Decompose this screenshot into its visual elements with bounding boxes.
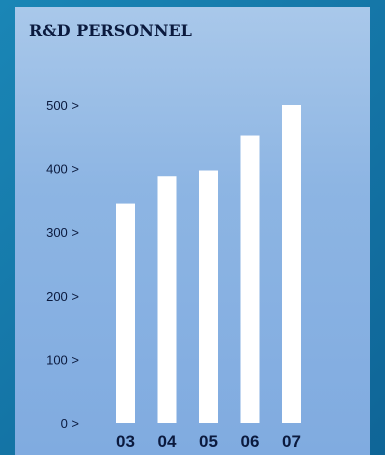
y-tick-label-500: 500 > [46,98,79,113]
category-label-04: 04 [158,432,177,451]
bar-06 [240,135,260,423]
bar-07 [282,105,301,423]
bar-chart: R&D PERSONNEL 0 > 100 > 200 > 300 > 400 > 500… [29,21,301,451]
y-tick-label-0: 0 > [61,416,79,431]
bar-04 [157,176,177,423]
y-tick-label-300: 300 > [46,225,79,240]
category-label-03: 03 [116,432,135,451]
y-tick-label-100: 100 > [46,352,79,367]
bar-05 [199,170,218,423]
category-label-06: 06 [241,432,260,451]
category-label-07: 07 [282,432,301,451]
chart-title: R&D PERSONNEL [29,21,192,40]
chart-panel: R&D PERSONNEL 0 > 100 > 200 > 300 > 400 > 500… [15,7,370,455]
y-axis-ticks: 0 > 100 > 200 > 300 > 400 > 500 > [46,98,79,431]
bar-03 [116,203,135,423]
y-tick-label-400: 400 > [46,162,79,177]
y-tick-label-200: 200 > [46,289,79,304]
bars [116,105,301,423]
x-axis-categories: 03 04 05 06 07 [116,432,301,451]
category-label-05: 05 [199,432,218,451]
